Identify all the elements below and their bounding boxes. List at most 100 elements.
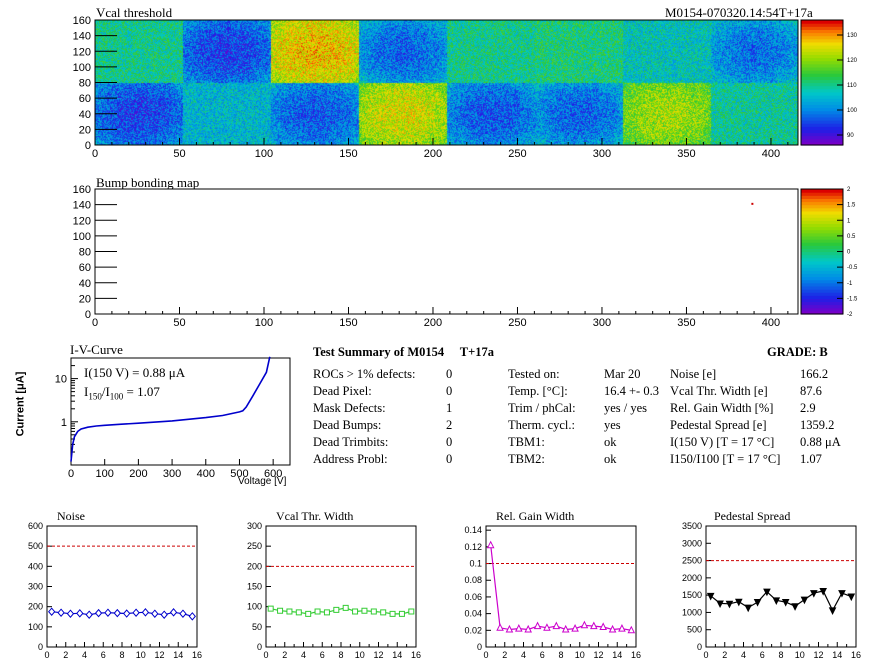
top-palette-label: 120 [847, 58, 858, 64]
top-palette-cell [801, 116, 843, 121]
panel1-ytick-label: 300 [247, 521, 262, 531]
iv-xlabel: Voltage [V] [238, 476, 287, 487]
panel1-ytick-label: 150 [247, 582, 262, 592]
top-palette-cell [801, 82, 843, 87]
panel1-marker [342, 604, 349, 611]
panel2-marker [618, 624, 626, 632]
bump-palette-cell [801, 189, 843, 193]
panel0-xtick-label: 6 [101, 650, 106, 660]
bump-palette-cell [801, 210, 843, 215]
panel0-marker [113, 608, 121, 618]
bump-palette-cell [801, 239, 843, 243]
bump-map-xtick-label: 350 [677, 317, 695, 329]
panel2-marker [515, 624, 523, 632]
panel3-marker [763, 588, 771, 597]
top-palette-label: 110 [847, 83, 857, 89]
top-map-xtick-label: 400 [762, 148, 780, 160]
top-palette-cell [801, 51, 843, 55]
bump-palette-cell [801, 195, 843, 199]
panel2-ytick-label: 0 [477, 642, 482, 652]
sum-mid-value: yes [604, 418, 621, 432]
sum-right-value: 0.88 μA [800, 435, 841, 449]
bump-palette-cell [801, 295, 843, 299]
bump-palette-cell [801, 217, 843, 221]
bump-palette-cell [801, 242, 843, 246]
panel3-ytick-label: 500 [687, 625, 702, 635]
panel3-marker [772, 597, 781, 605]
bump-palette-cell [801, 276, 843, 281]
bump-palette-cell [801, 292, 843, 296]
sum-mid-label: TBM2: [508, 452, 545, 466]
bump-palette-cell [801, 198, 843, 203]
top-palette-cell [801, 126, 843, 130]
panel3-marker [706, 592, 715, 601]
top-map-xtick-label: 300 [593, 148, 611, 160]
panel1-marker [286, 608, 293, 615]
top-palette-cell [801, 107, 843, 112]
top-palette-cell [801, 35, 843, 40]
panel2-ytick-label: 0.06 [464, 592, 482, 602]
panel1-series-line [270, 607, 412, 615]
panel0-marker [94, 608, 103, 618]
top-map-xtick-label: 100 [255, 148, 273, 160]
panel3-marker [781, 599, 790, 607]
bump-palette-cell [801, 260, 843, 265]
panel1-marker [295, 609, 302, 616]
panel1-ytick-label: 200 [247, 561, 262, 571]
top-palette-cell [801, 66, 843, 71]
panel2-ytick-label: 0.1 [469, 559, 482, 569]
summary-right-labels: Noise [e] Vcal Thr. Width [e] Rel. Gain … [670, 366, 780, 468]
panel3-marker [716, 600, 724, 609]
top-map-xtick-label: 200 [424, 148, 442, 160]
iv-ytick-label: 10 [55, 374, 67, 386]
top-palette-label: 130 [847, 33, 858, 39]
top-palette-cell [801, 113, 843, 118]
top-palette-cell [801, 129, 843, 134]
bump-palette-cell [801, 245, 843, 249]
panel2-marker [561, 624, 570, 633]
bump-map-xtick-label: 200 [424, 317, 442, 329]
bump-palette-cell [801, 264, 843, 268]
panel3-xtick-label: 0 [703, 650, 708, 660]
panel0-xtick-label: 10 [136, 650, 146, 660]
panel1-marker [267, 605, 274, 612]
panel3-xtick-label: 2 [722, 650, 727, 660]
bump-palette-cell [801, 251, 843, 256]
bump-palette-cell [801, 298, 843, 303]
panel3-ytick-label: 0 [697, 642, 702, 652]
bump-map-frame [94, 188, 799, 315]
module-id-label: M0154-070320.14:54T+17a [665, 5, 813, 20]
top-map-ytick-label: 40 [79, 109, 91, 121]
sum-left-value: 0 [446, 367, 453, 381]
sum-right-value: 2.9 [800, 401, 816, 415]
panel0-marker [160, 610, 168, 620]
vcal-title: Vcal threshold [96, 5, 173, 20]
top-palette-cell [801, 79, 843, 84]
panel2-ytick-label: 0.14 [464, 525, 482, 535]
iv-xtick-label: 0 [68, 468, 74, 480]
panel1-marker [361, 607, 368, 614]
sum-mid-label: Therm. cycl.: [508, 418, 575, 432]
sum-mid-label: Trim / phCal: [508, 401, 576, 415]
bump-map-ytick-label: 20 [79, 293, 91, 305]
top-map-ytick-label: 100 [73, 62, 91, 74]
top-palette-cell [801, 138, 843, 143]
bump-map-ytick-label: 100 [73, 231, 91, 243]
top-palette-cell [801, 60, 843, 65]
top-palette-cell [801, 123, 843, 127]
top-palette-cell [801, 101, 843, 105]
panel1-xtick-label: 10 [355, 650, 365, 660]
panel1-xtick-label: 8 [338, 650, 343, 660]
panel2-series-line [490, 545, 632, 631]
bump-palette-cell [801, 257, 843, 262]
iv-annot-ratio: I150/I100 = 1.07 [84, 384, 160, 402]
bump-map-ytick-label: 40 [79, 278, 91, 290]
panel0-marker [151, 609, 159, 618]
sum-right-label: I(150 V) [T = 17 °C] [670, 435, 775, 449]
top-palette-cell [801, 57, 843, 62]
bump-palette-cell [801, 267, 843, 271]
bump-palette-cell [801, 301, 843, 306]
panel3-marker [800, 596, 809, 605]
top-palette-cell [801, 23, 843, 27]
panel1-marker [305, 610, 312, 617]
